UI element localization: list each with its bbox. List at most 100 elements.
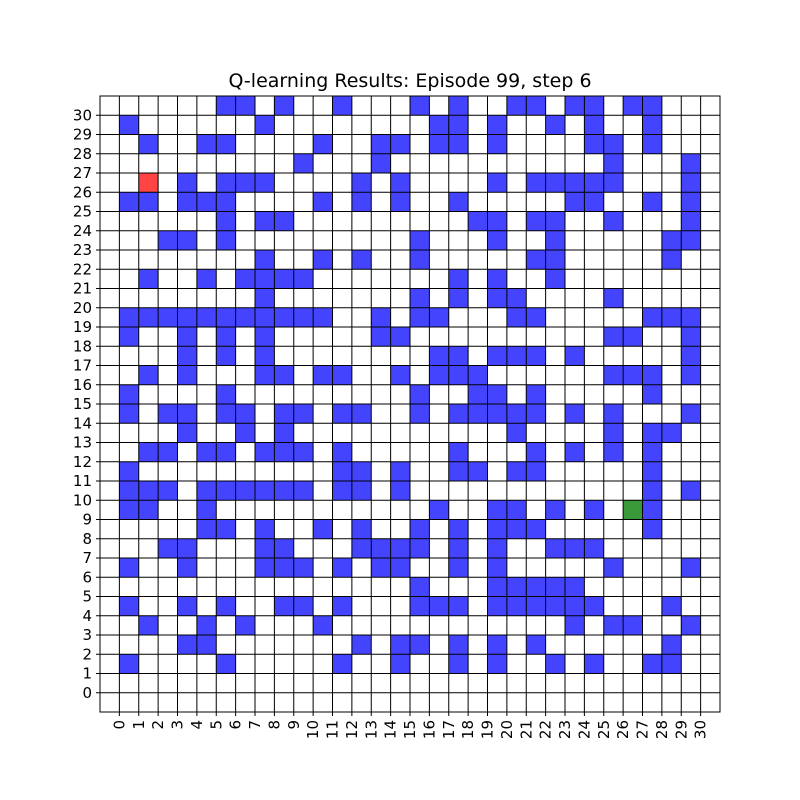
wall-cell: [526, 461, 546, 481]
wall-cell: [545, 269, 565, 289]
wall-cell: [448, 558, 469, 578]
wall-cell: [661, 307, 682, 327]
wall-cell: [138, 307, 159, 327]
wall-cell: [448, 461, 469, 481]
wall-cell: [487, 269, 507, 289]
wall-cell: [487, 538, 507, 558]
wall-cell: [255, 211, 275, 231]
y-tick-label: 16: [73, 376, 92, 394]
wall-cell: [390, 538, 410, 558]
wall-cell: [410, 230, 430, 250]
y-tick-label: 30: [73, 106, 92, 124]
wall-cell: [487, 346, 507, 366]
wall-cell: [216, 404, 236, 424]
wall-cell: [642, 442, 662, 462]
wall-cell: [565, 192, 585, 212]
wall-cell: [313, 365, 333, 385]
wall-cell: [565, 346, 585, 366]
wall-cell: [487, 384, 507, 404]
wall-cell: [565, 577, 585, 597]
wall-cell: [681, 615, 701, 635]
wall-cell: [429, 134, 449, 154]
wall-cell: [448, 269, 469, 289]
wall-cell: [487, 635, 507, 655]
wall-cell: [506, 461, 527, 481]
wall-cell: [119, 461, 139, 481]
wall-cell: [448, 404, 469, 424]
wall-cell: [119, 384, 139, 404]
wall-cell: [255, 115, 275, 135]
wall-cell: [351, 250, 372, 270]
wall-cell: [332, 96, 352, 116]
wall-cell: [584, 538, 604, 558]
wall-cell: [138, 481, 159, 501]
wall-cell: [487, 115, 507, 135]
wall-cell: [216, 654, 236, 674]
wall-cell: [468, 461, 488, 481]
wall-cell: [603, 442, 624, 462]
wall-cell: [255, 442, 275, 462]
wall-cell: [661, 596, 682, 616]
wall-cell: [448, 134, 469, 154]
x-tick-label: 15: [401, 720, 419, 739]
wall-cell: [681, 230, 701, 250]
wall-cell: [642, 654, 662, 674]
wall-cell: [623, 96, 643, 116]
goal-cell: [623, 500, 643, 520]
x-tick-label: 3: [169, 720, 187, 730]
wall-cell: [177, 423, 197, 443]
wall-cell: [196, 615, 217, 635]
wall-cell: [487, 288, 507, 308]
wall-cell: [565, 96, 585, 116]
wall-cell: [293, 558, 314, 578]
y-tick-label: 11: [73, 472, 92, 490]
wall-cell: [642, 384, 662, 404]
wall-cell: [526, 519, 546, 539]
wall-cell: [371, 153, 391, 173]
wall-cell: [487, 230, 507, 250]
x-tick-label: 28: [653, 720, 671, 739]
wall-cell: [351, 404, 372, 424]
wall-cell: [448, 365, 469, 385]
y-tick-label: 7: [82, 549, 92, 567]
wall-cell: [410, 384, 430, 404]
y-tick-label: 5: [82, 588, 92, 606]
wall-cell: [526, 96, 546, 116]
wall-cell: [351, 461, 372, 481]
wall-cell: [332, 558, 352, 578]
wall-cell: [138, 365, 159, 385]
wall-cell: [448, 115, 469, 135]
wall-cell: [177, 635, 197, 655]
wall-cell: [526, 250, 546, 270]
wall-cell: [584, 173, 604, 193]
y-tick-label: 3: [82, 626, 92, 644]
wall-cell: [506, 96, 527, 116]
wall-cell: [565, 615, 585, 635]
wall-cell: [235, 481, 255, 501]
wall-cell: [603, 211, 624, 231]
wall-cell: [274, 307, 294, 327]
y-tick-label: 10: [73, 491, 92, 509]
wall-cell: [196, 134, 217, 154]
wall-cell: [506, 346, 527, 366]
wall-cell: [487, 404, 507, 424]
y-tick-label: 1: [82, 665, 92, 683]
wall-cell: [390, 635, 410, 655]
wall-cell: [293, 307, 314, 327]
wall-cell: [177, 346, 197, 366]
wall-cell: [177, 230, 197, 250]
wall-cell: [274, 365, 294, 385]
wall-cell: [506, 404, 527, 424]
wall-cell: [603, 327, 624, 347]
wall-cell: [371, 307, 391, 327]
wall-cell: [623, 615, 643, 635]
wall-cell: [274, 481, 294, 501]
wall-cell: [332, 481, 352, 501]
wall-cell: [681, 346, 701, 366]
wall-cell: [545, 173, 565, 193]
wall-cell: [545, 250, 565, 270]
wall-cell: [196, 307, 217, 327]
wall-cell: [216, 173, 236, 193]
wall-cell: [313, 134, 333, 154]
wall-cell: [526, 635, 546, 655]
